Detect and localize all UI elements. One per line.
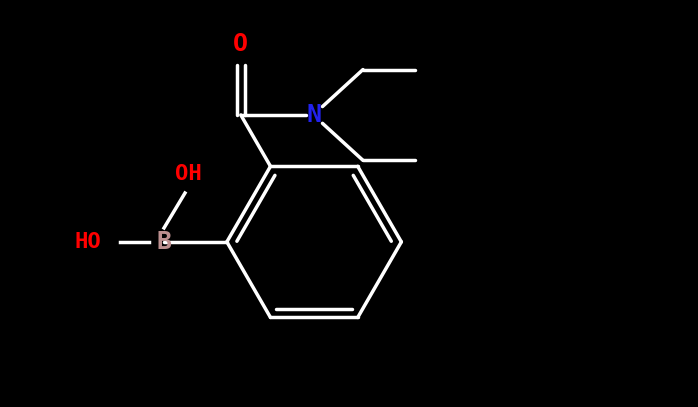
Text: B: B [156, 230, 172, 254]
Text: HO: HO [75, 232, 101, 252]
Text: OH: OH [175, 164, 202, 184]
Text: O: O [233, 32, 248, 56]
Text: N: N [306, 103, 322, 127]
